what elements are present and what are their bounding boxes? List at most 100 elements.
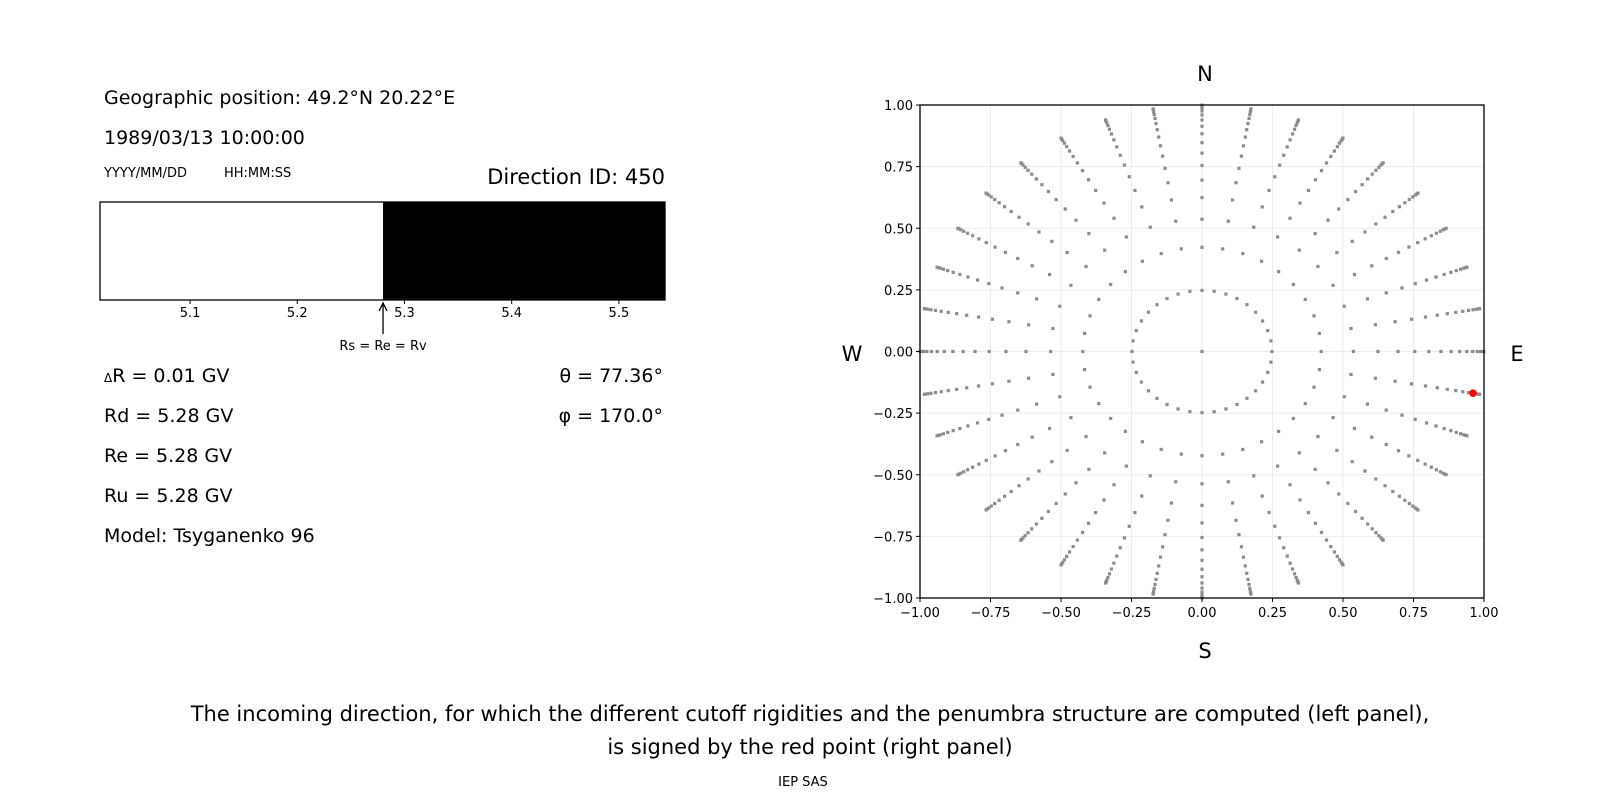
direction-point — [1003, 250, 1008, 254]
direction-point — [1454, 430, 1458, 435]
direction-point — [1353, 509, 1358, 514]
direction-point — [922, 392, 927, 396]
x-tick-label: −1.00 — [900, 606, 940, 621]
direction-point — [1127, 175, 1131, 179]
direction-point — [1298, 201, 1302, 205]
direction-point — [926, 307, 930, 311]
direction-point — [1030, 264, 1034, 268]
direction-point — [1471, 308, 1475, 312]
direction-point — [1037, 469, 1041, 473]
direction-point — [938, 433, 942, 437]
direction-point — [962, 229, 966, 233]
direction-point — [958, 426, 962, 431]
direction-point — [1003, 449, 1008, 453]
direction-point — [1050, 239, 1054, 243]
direction-point — [1370, 264, 1374, 268]
x-tick-label: 5.4 — [501, 306, 522, 321]
direction-point — [1411, 195, 1415, 199]
direction-point — [1317, 367, 1322, 372]
direction-point — [1059, 563, 1063, 567]
direction-point — [966, 275, 970, 279]
direction-point — [1292, 127, 1297, 131]
direction-point — [959, 228, 963, 232]
direction-point — [1200, 575, 1204, 579]
direction-point — [1444, 226, 1448, 230]
direction-point — [1466, 308, 1471, 313]
direction-point — [1047, 272, 1052, 277]
y-tick-label: 0.25 — [884, 284, 913, 299]
direction-point — [1169, 198, 1174, 202]
direction-point — [1241, 555, 1246, 559]
annotation-label: Rs = Re = Rv — [339, 339, 427, 354]
direction-point — [1200, 288, 1204, 292]
direction-point — [1291, 416, 1295, 421]
direction-point — [1065, 145, 1069, 149]
direction-point — [1266, 370, 1270, 375]
x-tick-label: 0.00 — [1188, 606, 1217, 621]
direction-point — [1123, 270, 1127, 274]
direction-point — [926, 392, 930, 396]
direction-point — [1370, 172, 1374, 176]
direction-point — [1292, 572, 1297, 576]
direction-point — [1131, 339, 1135, 343]
direction-point — [1112, 216, 1116, 220]
direction-point — [1439, 349, 1443, 354]
date-format-label: YYYY/MM/DD — [103, 166, 187, 181]
direction-point — [993, 454, 997, 458]
x-tick-label: 5.2 — [287, 306, 308, 321]
direction-point — [966, 468, 970, 472]
direction-point — [1374, 531, 1378, 535]
direction-point — [1059, 136, 1063, 140]
compass-east: E — [1510, 342, 1523, 366]
direction-point — [1245, 303, 1249, 307]
direction-point — [1030, 435, 1034, 439]
direction-point — [989, 504, 993, 508]
y-tick-label: −0.50 — [873, 469, 913, 484]
y-tick-label: 0.00 — [884, 346, 913, 361]
direction-point — [1157, 135, 1161, 139]
direction-point — [1235, 296, 1239, 301]
direction-point — [1444, 473, 1448, 477]
direction-point — [1112, 138, 1116, 142]
direction-point — [1377, 534, 1381, 538]
y-tick-label: 1.00 — [884, 99, 913, 114]
direction-point — [1409, 382, 1414, 386]
direction-point — [1374, 477, 1378, 481]
direction-point — [1449, 349, 1453, 354]
direction-point — [1026, 168, 1030, 172]
x-tick-label: 0.50 — [1329, 606, 1358, 621]
direction-point — [1269, 339, 1273, 343]
direction-point — [956, 226, 960, 230]
direction-point — [941, 267, 946, 271]
direction-point — [1396, 349, 1400, 354]
direction-point — [1107, 127, 1112, 131]
direction-point — [1109, 416, 1113, 421]
direction-point — [1200, 581, 1204, 585]
direction-point — [1026, 531, 1030, 535]
direction-point — [1030, 172, 1034, 176]
direction-point — [1165, 296, 1169, 301]
direction-point — [1351, 349, 1355, 354]
direction-point — [1458, 349, 1462, 354]
direction-point — [1352, 426, 1357, 431]
direction-point — [1277, 429, 1281, 433]
direction-point — [1246, 577, 1250, 582]
direction-point — [1130, 349, 1134, 354]
direction-point — [939, 309, 943, 313]
direction-point — [1115, 554, 1119, 558]
time-format-label: HH:MM:SS — [224, 166, 291, 181]
direction-point — [1094, 188, 1098, 193]
direction-point — [1413, 417, 1417, 421]
direction-point — [1133, 188, 1137, 193]
direction-point — [1084, 434, 1088, 439]
direction-point — [1270, 349, 1274, 354]
direction-point — [1324, 161, 1329, 165]
direction-point — [1103, 118, 1108, 122]
direction-point — [958, 272, 962, 277]
direction-point — [1462, 266, 1466, 270]
direction-point — [1337, 141, 1342, 145]
direction-point — [993, 245, 997, 249]
caption-line-2: is signed by the red point (right panel) — [607, 735, 1012, 759]
direction-point — [941, 432, 946, 436]
direction-point — [1413, 282, 1417, 286]
